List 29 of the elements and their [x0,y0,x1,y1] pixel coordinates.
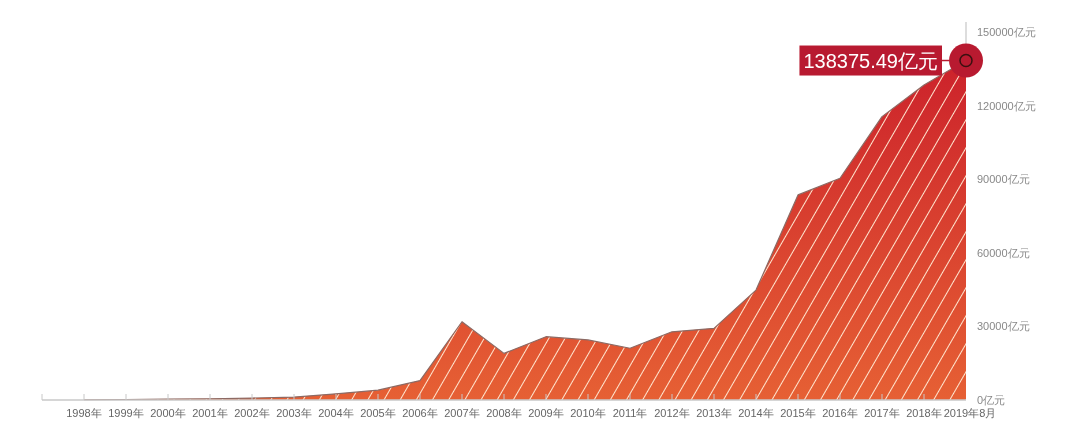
x-tick-label: 2006年 [402,407,438,419]
y-tick-label: 30000亿元 [977,320,1030,333]
x-tick-label: 2017年 [864,407,900,419]
x-tick-label: 2010年 [570,407,606,419]
y-tick-label: 0亿元 [977,394,1006,406]
x-tick-label: 2005年 [360,407,396,419]
x-tick-label: 2009年 [528,407,564,419]
x-tick-label: 2003年 [276,407,312,419]
x-tick-label: 2011年 [612,407,648,419]
x-tick-label: 2004年 [318,407,354,419]
y-tick-label: 120000亿元 [977,99,1036,112]
x-tick-label: 2013年 [696,407,732,419]
x-tick-label: 2002年 [234,407,270,419]
x-tick-label: 2008年 [486,407,522,419]
x-tick-label: 2015年 [780,407,816,419]
x-tick-label: 2000年 [150,407,186,419]
annotation: 138375.49亿元 [803,49,938,72]
x-tick-label: 2014年 [738,407,774,419]
y-tick-label: 150000亿元 [977,26,1036,38]
x-tick-label: 2012年 [654,407,690,419]
x-tick-label: 2016年 [822,407,858,419]
x-tick-label: 1999年 [108,407,144,419]
x-tick-label: 2019年8月 [943,407,997,419]
x-tick-label: 2007年 [444,407,480,419]
y-tick-label: 90000亿元 [977,173,1030,186]
x-tick-label: 1998年 [66,407,102,419]
x-tick-label: 2018年 [906,407,942,419]
x-tick-label: 2001年 [192,407,228,419]
y-tick-label: 60000亿元 [977,246,1030,259]
